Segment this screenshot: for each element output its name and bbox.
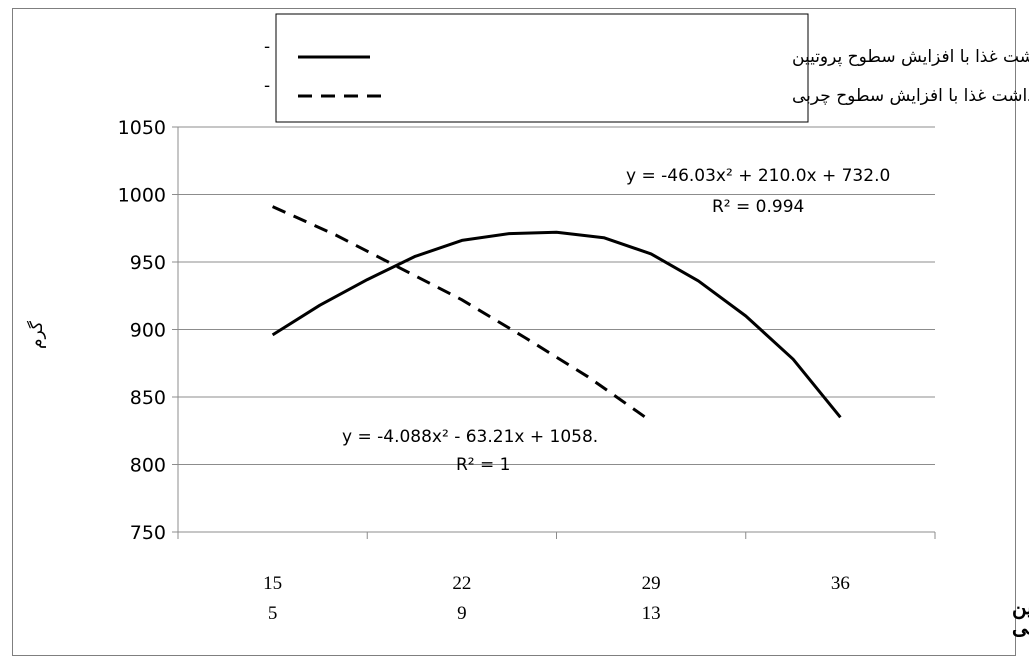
x-tick-label-protein: 36 — [831, 573, 850, 594]
x-axis-title-fat: درصد چربی — [1012, 617, 1029, 640]
legend-marker-bottom: - — [264, 76, 270, 96]
x-tick-label-fat: 9 — [457, 603, 467, 624]
fat-equation: y = -4.088x² - 63.21x + 1058. — [342, 427, 598, 447]
x-tick-label-fat: 13 — [642, 603, 661, 624]
x-tick-label-protein: 22 — [452, 573, 471, 594]
y-tick-label: 900 — [130, 320, 166, 342]
fat-r2: R² = 1 — [456, 455, 511, 475]
legend-label-protein: روند تغییرات برداشت غذا با افزایش سطوح پ… — [792, 47, 1029, 67]
series-line-fat — [271, 205, 652, 423]
series-line-protein — [271, 230, 842, 419]
x-tick-label-protein: 29 — [642, 573, 661, 594]
y-tick-label: 1000 — [118, 185, 166, 207]
y-tick-label: 750 — [130, 522, 166, 544]
protein-r2: R² = 0.994 — [712, 197, 804, 217]
legend-label-fat: روند تغییرات برداشت غذا با افزایش سطوح چ… — [792, 86, 1029, 106]
x-axis-title-protein: درصد پروتیین — [1012, 597, 1029, 620]
legend-marker-top: - — [264, 37, 270, 57]
y-tick-label: 850 — [130, 387, 166, 409]
x-tick-label-fat: 5 — [268, 603, 278, 624]
legend-box — [275, 13, 809, 123]
y-tick-label: 800 — [130, 455, 166, 477]
y-tick-label: 950 — [130, 252, 166, 274]
y-tick-label: 1050 — [118, 117, 166, 139]
protein-equation: y = -46.03x² + 210.0x + 732.0 — [626, 166, 890, 186]
x-tick-label-protein: 15 — [263, 573, 282, 594]
y-axis-title: گرم — [26, 320, 47, 349]
